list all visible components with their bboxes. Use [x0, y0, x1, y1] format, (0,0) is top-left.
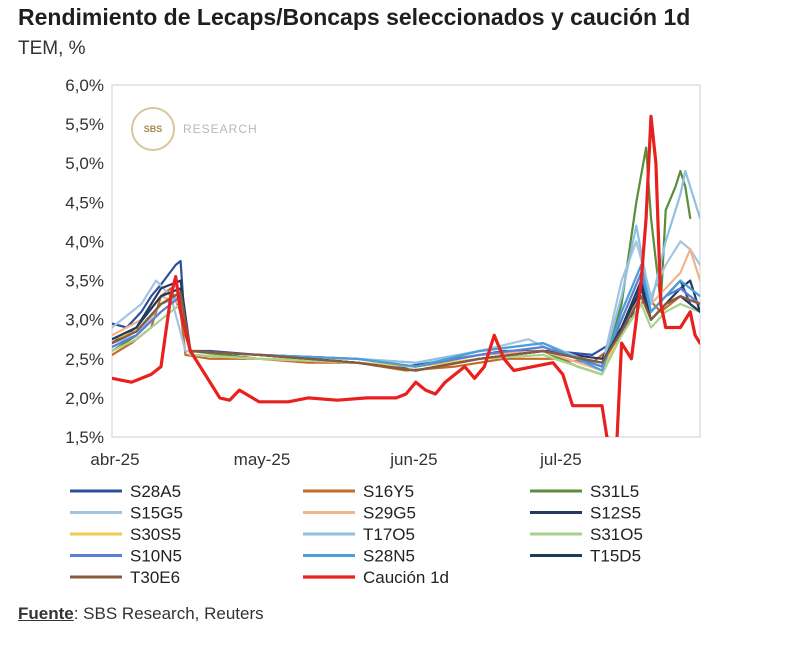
legend-item: S30S5 [70, 525, 181, 544]
series-line-cauci-n-1d [112, 114, 700, 437]
series-line-s29g5 [112, 248, 700, 372]
legend-label: S29G5 [363, 504, 416, 523]
legend-item: S28A5 [70, 482, 181, 501]
legend-item: S28N5 [303, 547, 415, 566]
legend-label: T17O5 [363, 525, 415, 544]
legend-label: S30S5 [130, 525, 181, 544]
watermark-text: RESEARCH [183, 122, 258, 136]
plot-area [111, 84, 701, 438]
watermark-logo-text: SBS [144, 124, 163, 134]
source-label: Fuente [18, 604, 74, 623]
x-tick-label: may-25 [234, 450, 291, 469]
legend-label: T15D5 [590, 547, 641, 566]
legend-label: S15G5 [130, 504, 183, 523]
legend-label: S16Y5 [363, 482, 414, 501]
legend-item: S12S5 [530, 504, 641, 523]
legend-item: S15G5 [70, 504, 183, 523]
chart-subtitle: TEM, % [18, 38, 86, 59]
source-note: Fuente: SBS Research, Reuters [18, 604, 264, 624]
legend-label: S12S5 [590, 504, 641, 523]
chart-svg: SBS RESEARCH 6,0% 5,5% 5,0% 4,5% 4,0% 3,5% 3,0… [65, 76, 701, 587]
legend-label: Caución 1d [363, 568, 449, 587]
y-tick-label: 3,0% [65, 311, 104, 330]
y-tick-label: 5,0% [65, 154, 104, 173]
y-tick-label: 4,5% [65, 193, 104, 212]
legend-item: S31L5 [530, 482, 639, 501]
legend: S28A5 S16Y5 S31L5 S15G5 S29G5 S12S5 S30S5 T17O5… [70, 482, 643, 587]
legend-item: T30E6 [70, 568, 180, 587]
y-tick-label: 2,0% [65, 389, 104, 408]
y-tick-label: 2,5% [65, 350, 104, 369]
sbs-logo-icon [131, 107, 175, 151]
plot-frame [111, 84, 701, 438]
legend-item: S16Y5 [303, 482, 414, 501]
y-tick-label: 3,5% [65, 272, 104, 291]
source-text: : SBS Research, Reuters [73, 604, 264, 623]
x-axis: abr-25 may-25 jun-25 jul-25 [90, 450, 581, 469]
legend-label: S10N5 [130, 547, 182, 566]
y-tick-label: 6,0% [65, 76, 104, 95]
y-tick-label: 5,5% [65, 115, 104, 134]
series-line-t30e6 [112, 291, 700, 372]
legend-label: T30E6 [130, 568, 180, 587]
legend-item: T17O5 [303, 525, 415, 544]
legend-item: S29G5 [303, 504, 416, 523]
y-axis: 6,0% 5,5% 5,0% 4,5% 4,0% 3,5% 3,0% 2,5% 2,0% 1,5% [65, 76, 104, 447]
x-tick-label: jul-25 [539, 450, 582, 469]
chart-title: Rendimiento de Lecaps/Boncaps selecciona… [18, 4, 691, 30]
legend-label: S31L5 [590, 482, 639, 501]
legend-item: S10N5 [70, 547, 182, 566]
y-tick-label: 4,0% [65, 232, 104, 251]
series-lines [112, 114, 700, 437]
x-tick-label: jun-25 [389, 450, 437, 469]
legend-label: S28A5 [130, 482, 181, 501]
watermark: SBS RESEARCH [131, 107, 258, 151]
legend-item: Caución 1d [303, 568, 449, 587]
legend-item: T15D5 [530, 547, 641, 566]
y-tick-label: 1,5% [65, 428, 104, 447]
legend-item: S31O5 [530, 525, 643, 544]
x-tick-label: abr-25 [90, 450, 139, 469]
legend-label: S31O5 [590, 525, 643, 544]
legend-label: S28N5 [363, 547, 415, 566]
